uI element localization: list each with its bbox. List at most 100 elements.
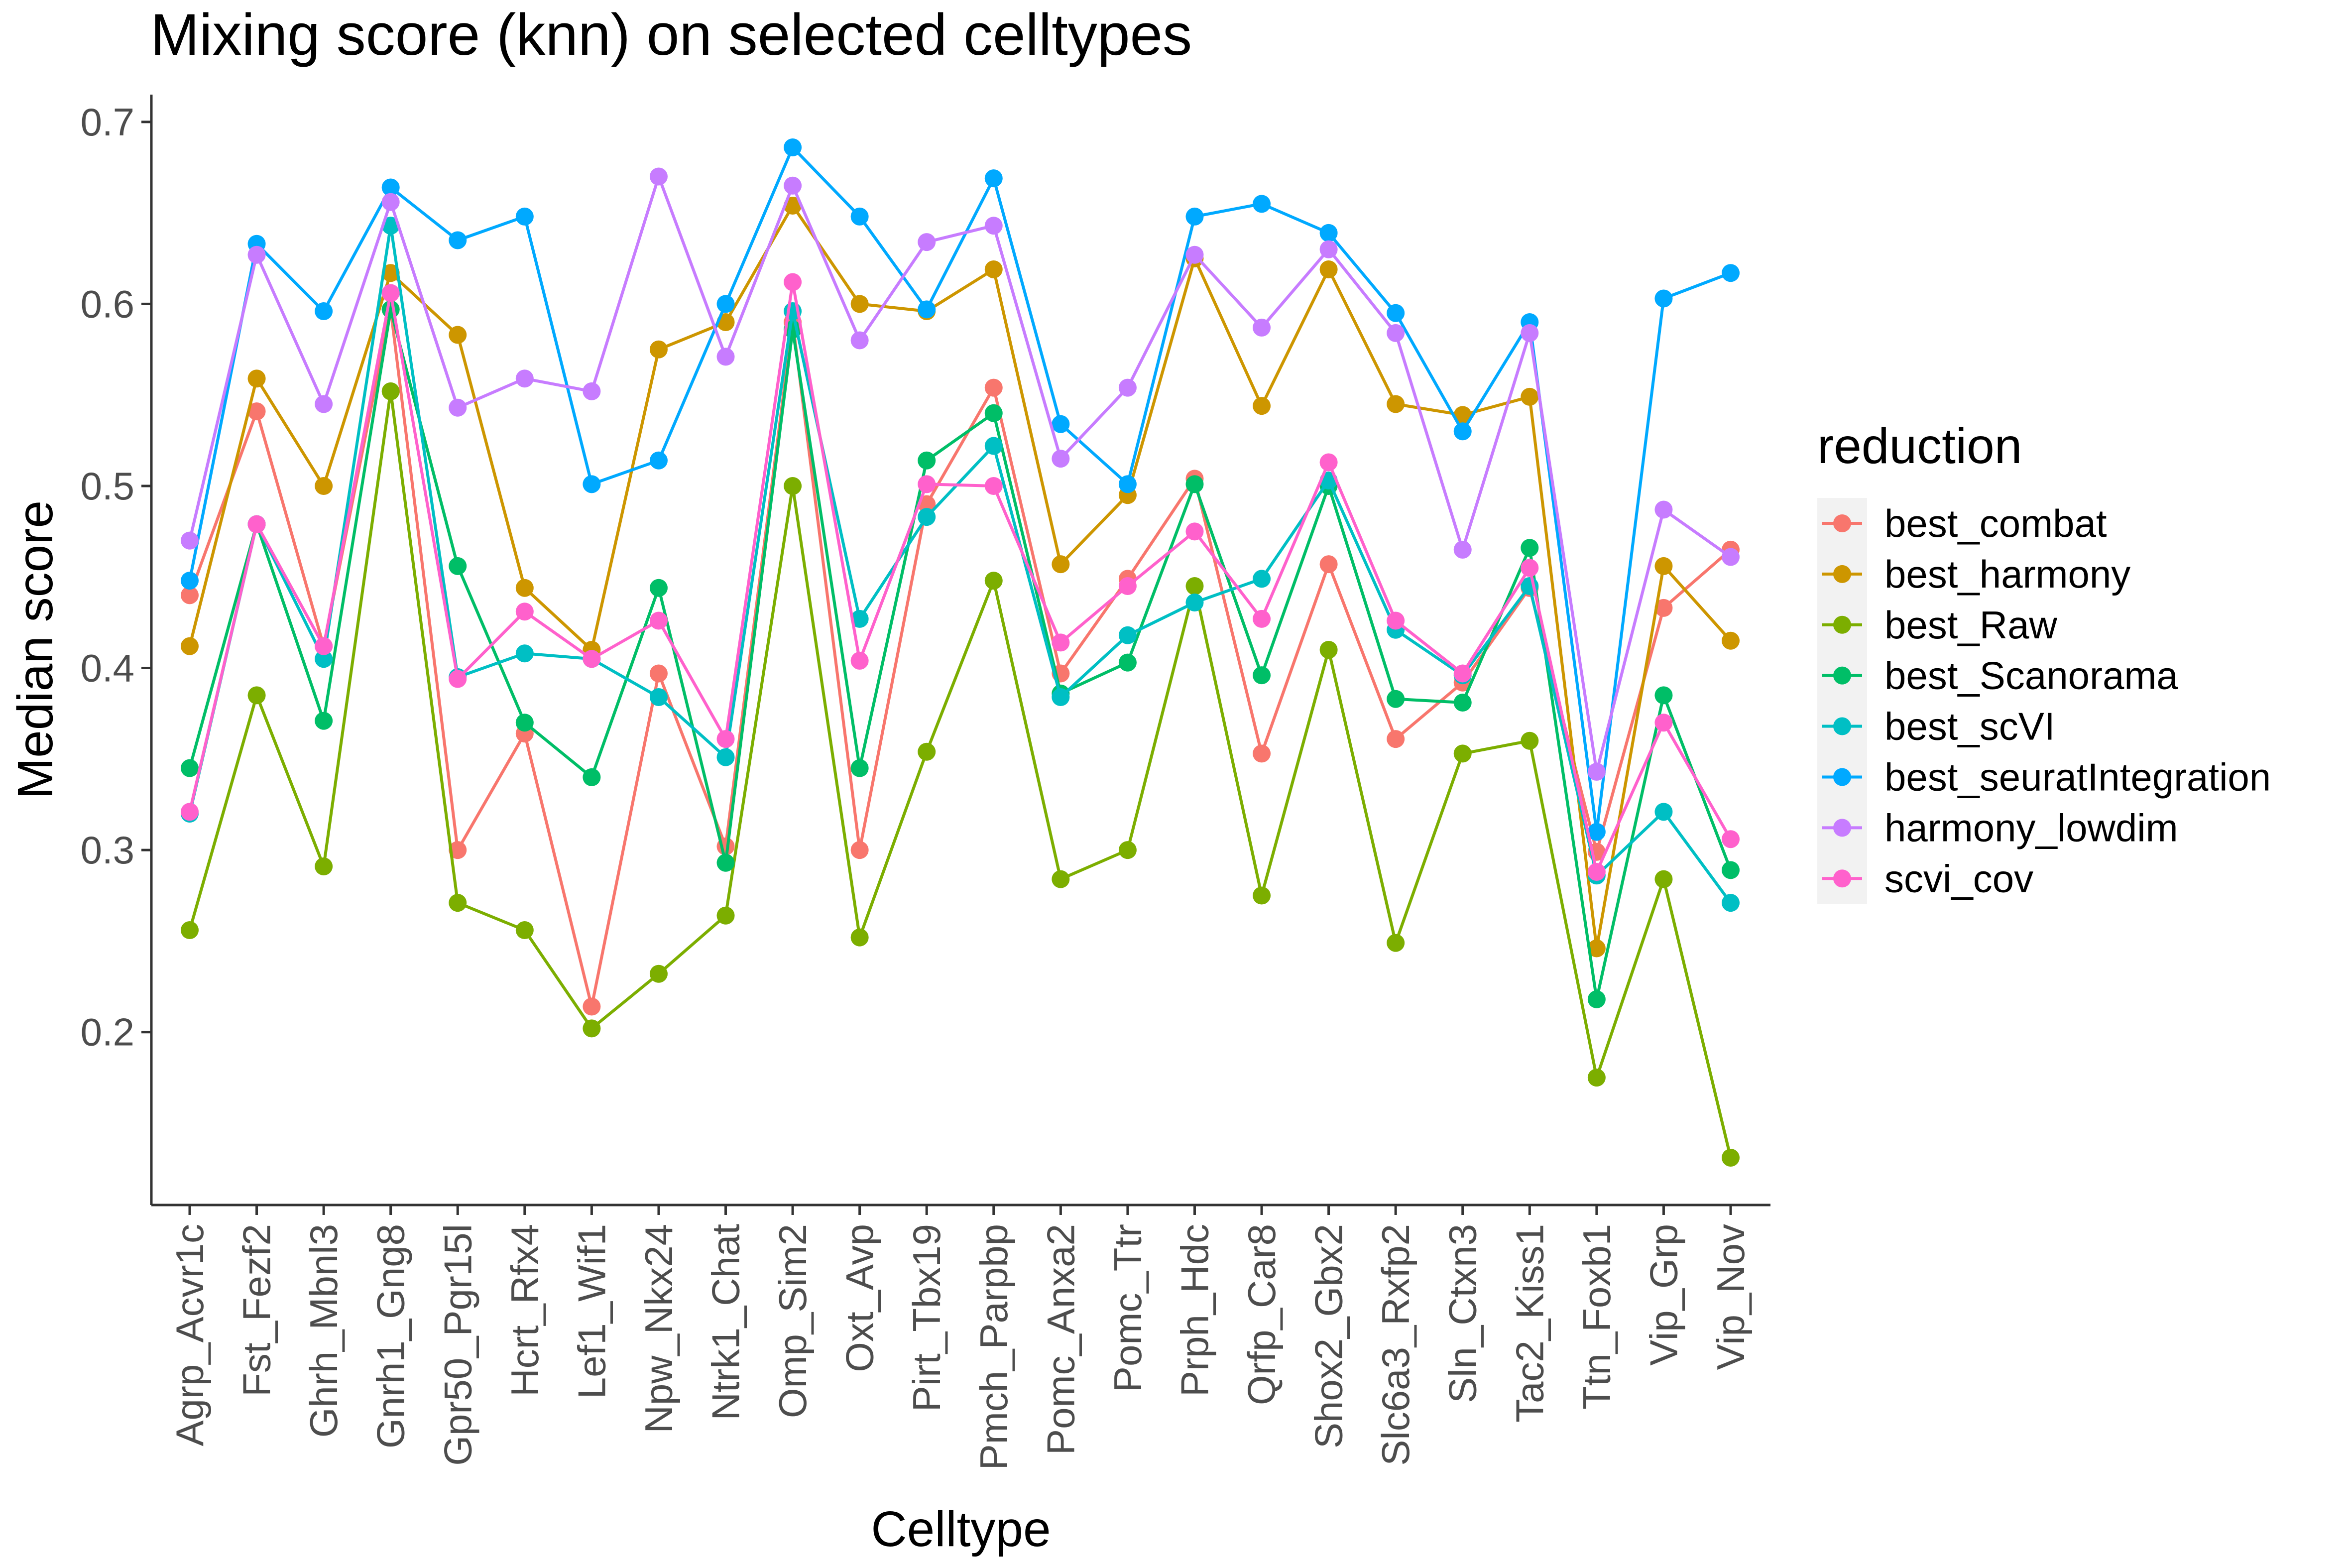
legend-item: best_Raw xyxy=(1822,603,2058,647)
data-point xyxy=(315,302,333,321)
data-point xyxy=(1587,762,1606,781)
data-point xyxy=(181,572,199,590)
data-point xyxy=(515,921,534,939)
data-point xyxy=(1185,207,1204,226)
data-point xyxy=(649,579,668,597)
data-point xyxy=(1253,397,1271,415)
x-tick-label: Hcrt_Rfx4 xyxy=(503,1224,547,1397)
data-point xyxy=(649,688,668,707)
data-point xyxy=(381,264,400,282)
data-point xyxy=(449,326,467,344)
data-point xyxy=(984,260,1003,278)
y-tick-label: 0.4 xyxy=(81,646,134,690)
legend-key-point xyxy=(1833,514,1851,532)
series-line xyxy=(188,308,1732,1001)
data-point xyxy=(1587,823,1606,841)
x-tick-label: Fst_Fezf2 xyxy=(235,1224,279,1397)
y-tick-label: 0.5 xyxy=(81,464,134,508)
data-point xyxy=(515,603,534,621)
data-point xyxy=(381,382,400,400)
data-point xyxy=(1654,557,1673,575)
data-point xyxy=(1453,744,1472,763)
data-point xyxy=(449,894,467,912)
x-tick-label: Pomc_Ttr xyxy=(1106,1224,1150,1392)
data-point xyxy=(1521,324,1539,342)
data-point xyxy=(850,331,869,350)
data-point xyxy=(515,369,534,388)
data-point xyxy=(784,477,802,495)
data-point xyxy=(1185,475,1204,493)
data-point xyxy=(918,475,936,493)
data-point xyxy=(1521,539,1539,557)
data-point xyxy=(381,284,400,302)
data-point xyxy=(649,167,668,186)
x-tick-label: Prph_Hdc xyxy=(1173,1224,1216,1397)
data-point xyxy=(1185,577,1204,596)
data-point xyxy=(181,637,199,655)
data-point xyxy=(1185,522,1204,541)
data-point xyxy=(315,637,333,655)
data-point xyxy=(1319,453,1338,472)
data-point xyxy=(1722,1148,1740,1167)
data-point xyxy=(1253,570,1271,588)
x-tick-label: Omp_Sim2 xyxy=(771,1224,815,1418)
data-point xyxy=(1453,664,1472,683)
data-point xyxy=(1253,318,1271,337)
data-point xyxy=(381,178,400,197)
data-point xyxy=(247,369,266,388)
data-point xyxy=(1453,422,1472,441)
data-point xyxy=(1052,555,1070,574)
legend-label: scvi_cov xyxy=(1884,856,2033,900)
data-point xyxy=(449,841,467,859)
data-point xyxy=(449,398,467,417)
chart-title: Mixing score (knn) on selected celltypes xyxy=(150,2,1192,68)
data-point xyxy=(716,906,735,925)
data-point xyxy=(1453,406,1472,424)
data-point xyxy=(1253,886,1271,905)
data-point xyxy=(1185,593,1204,611)
data-point xyxy=(716,748,735,766)
data-point xyxy=(918,233,936,251)
x-tick-label: Gnrh1_Gng8 xyxy=(369,1224,413,1448)
data-point xyxy=(1253,666,1271,685)
legend-key-point xyxy=(1833,819,1851,837)
legend-label: best_harmony xyxy=(1884,552,2130,596)
y-ticks: 0.2 0.3 0.4 0.5 0.6 0.7 xyxy=(81,100,151,1054)
data-point xyxy=(649,340,668,359)
data-point xyxy=(1118,475,1137,493)
data-point xyxy=(984,217,1003,235)
data-point xyxy=(381,300,400,319)
legend-label: best_scVI xyxy=(1884,705,2055,748)
data-point xyxy=(583,768,601,786)
x-tick-label: Pomc_Anxa2 xyxy=(1039,1224,1082,1455)
x-tick-label: Ntrk1_Chat xyxy=(704,1224,748,1421)
data-point xyxy=(984,572,1003,590)
data-point xyxy=(1052,633,1070,652)
data-point xyxy=(1722,548,1740,566)
data-point xyxy=(1319,260,1338,278)
data-point xyxy=(784,176,802,195)
series-line xyxy=(188,175,1732,773)
x-tick-label: Ttn_Foxb1 xyxy=(1575,1224,1619,1410)
data-point xyxy=(1253,609,1271,628)
legend-item: best_seuratIntegration xyxy=(1822,755,2271,799)
legend-label: best_Raw xyxy=(1884,603,2058,647)
legend-item: scvi_cov xyxy=(1822,856,2033,900)
data-point xyxy=(649,451,668,470)
y-tick-label: 0.3 xyxy=(81,828,134,872)
data-point xyxy=(181,803,199,821)
data-point xyxy=(1052,870,1070,888)
data-point xyxy=(984,169,1003,188)
data-point xyxy=(1387,304,1405,322)
data-point xyxy=(984,404,1003,422)
data-point xyxy=(381,193,400,211)
data-point xyxy=(918,742,936,761)
x-tick-label: Vip_Nov xyxy=(1709,1224,1753,1370)
data-point xyxy=(850,928,869,947)
data-point xyxy=(850,207,869,226)
data-point xyxy=(449,231,467,249)
data-point xyxy=(1319,224,1338,242)
data-point xyxy=(1654,500,1673,519)
legend-item: harmony_lowdim xyxy=(1822,806,2178,849)
series-best_seuratIntegration xyxy=(181,138,1740,841)
